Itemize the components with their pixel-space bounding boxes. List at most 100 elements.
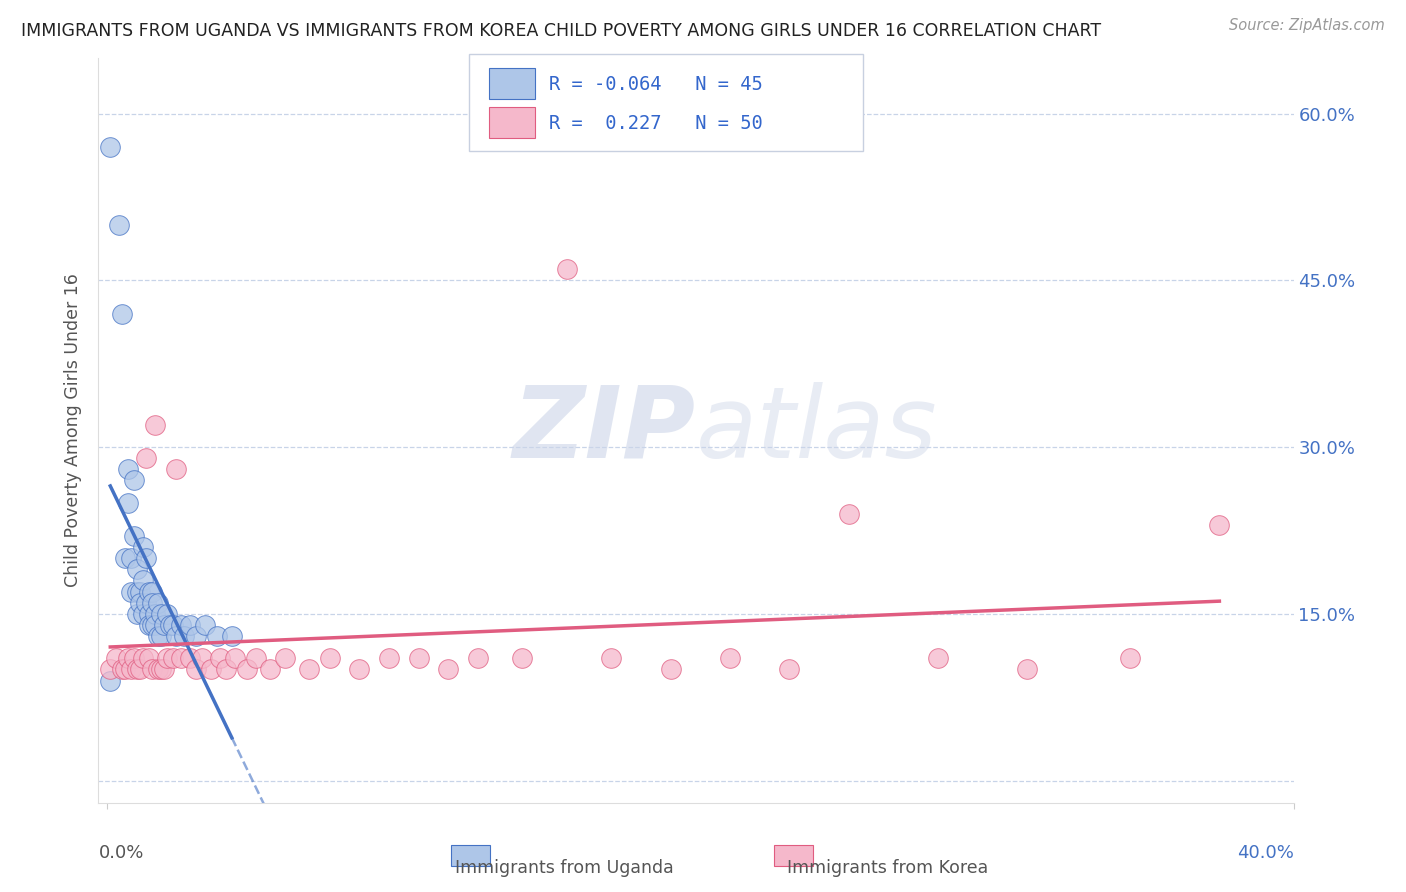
Point <box>125 584 148 599</box>
Point <box>235 662 257 676</box>
Point <box>378 651 401 665</box>
Text: Immigrants from Uganda: Immigrants from Uganda <box>456 859 673 877</box>
Point <box>186 662 208 676</box>
Text: atlas: atlas <box>696 382 938 479</box>
Point <box>170 651 193 665</box>
Text: Source: ZipAtlas.com: Source: ZipAtlas.com <box>1229 18 1385 33</box>
Point <box>149 629 172 643</box>
Point <box>135 551 157 566</box>
Point <box>143 417 166 432</box>
Point <box>1119 651 1142 665</box>
Point <box>114 551 136 566</box>
Point <box>138 618 160 632</box>
Point <box>111 662 134 676</box>
Point <box>173 629 195 643</box>
Point <box>132 574 155 588</box>
Point <box>467 651 489 665</box>
Point <box>122 651 145 665</box>
Text: ZIP: ZIP <box>513 382 696 479</box>
Point <box>129 596 152 610</box>
Point <box>191 651 214 665</box>
Bar <box>489 68 534 99</box>
Point <box>138 584 160 599</box>
Point <box>141 596 163 610</box>
Point <box>98 673 121 688</box>
Point <box>138 651 160 665</box>
Point <box>146 596 169 610</box>
Point <box>319 651 342 665</box>
Point <box>274 651 297 665</box>
Point <box>146 629 169 643</box>
Point <box>512 651 534 665</box>
Point <box>208 651 231 665</box>
Bar <box>773 846 813 866</box>
Text: Immigrants from Korea: Immigrants from Korea <box>786 859 988 877</box>
Point <box>149 662 172 676</box>
Point <box>152 662 174 676</box>
Point <box>135 451 157 466</box>
Point <box>408 651 430 665</box>
Text: 40.0%: 40.0% <box>1237 844 1294 862</box>
Point <box>1015 662 1038 676</box>
Point <box>156 651 179 665</box>
Point <box>659 662 682 676</box>
Point <box>125 607 148 621</box>
Point <box>437 662 460 676</box>
Point <box>179 618 201 632</box>
Point <box>117 651 139 665</box>
Point <box>120 662 142 676</box>
Point <box>141 584 163 599</box>
Point <box>129 662 152 676</box>
Point <box>838 507 860 521</box>
Point <box>122 474 145 488</box>
Point <box>143 618 166 632</box>
Point <box>120 551 142 566</box>
Point <box>152 618 174 632</box>
Point <box>224 651 246 665</box>
Point <box>114 662 136 676</box>
Point <box>200 662 222 676</box>
Point <box>600 651 623 665</box>
Point <box>125 562 148 576</box>
FancyBboxPatch shape <box>470 54 863 151</box>
Point <box>245 651 267 665</box>
Point <box>349 662 371 676</box>
Point <box>129 584 152 599</box>
Point <box>120 584 142 599</box>
Text: IMMIGRANTS FROM UGANDA VS IMMIGRANTS FROM KOREA CHILD POVERTY AMONG GIRLS UNDER : IMMIGRANTS FROM UGANDA VS IMMIGRANTS FRO… <box>21 22 1101 40</box>
Point <box>205 629 228 643</box>
Point <box>132 651 155 665</box>
Point <box>298 662 321 676</box>
Point <box>122 529 145 543</box>
Point <box>162 618 184 632</box>
Point <box>179 651 201 665</box>
Point <box>125 662 148 676</box>
Point <box>718 651 741 665</box>
Point <box>215 662 238 676</box>
Point <box>98 140 121 154</box>
Point <box>259 662 281 676</box>
Point <box>141 618 163 632</box>
Point <box>778 662 800 676</box>
Point <box>105 651 128 665</box>
Point <box>162 651 184 665</box>
Point <box>141 662 163 676</box>
Point <box>108 218 131 232</box>
Point <box>143 607 166 621</box>
Point <box>165 462 187 476</box>
Bar <box>489 107 534 138</box>
Point <box>132 607 155 621</box>
Point <box>135 596 157 610</box>
Point <box>159 618 181 632</box>
Point <box>186 629 208 643</box>
Text: R = -0.064   N = 45: R = -0.064 N = 45 <box>548 75 762 94</box>
Text: R =  0.227   N = 50: R = 0.227 N = 50 <box>548 114 762 133</box>
Point <box>149 607 172 621</box>
Y-axis label: Child Poverty Among Girls Under 16: Child Poverty Among Girls Under 16 <box>65 274 83 587</box>
Point <box>927 651 949 665</box>
Point <box>117 462 139 476</box>
Point <box>165 629 187 643</box>
Point <box>170 618 193 632</box>
Point <box>555 262 578 277</box>
Point <box>221 629 243 643</box>
